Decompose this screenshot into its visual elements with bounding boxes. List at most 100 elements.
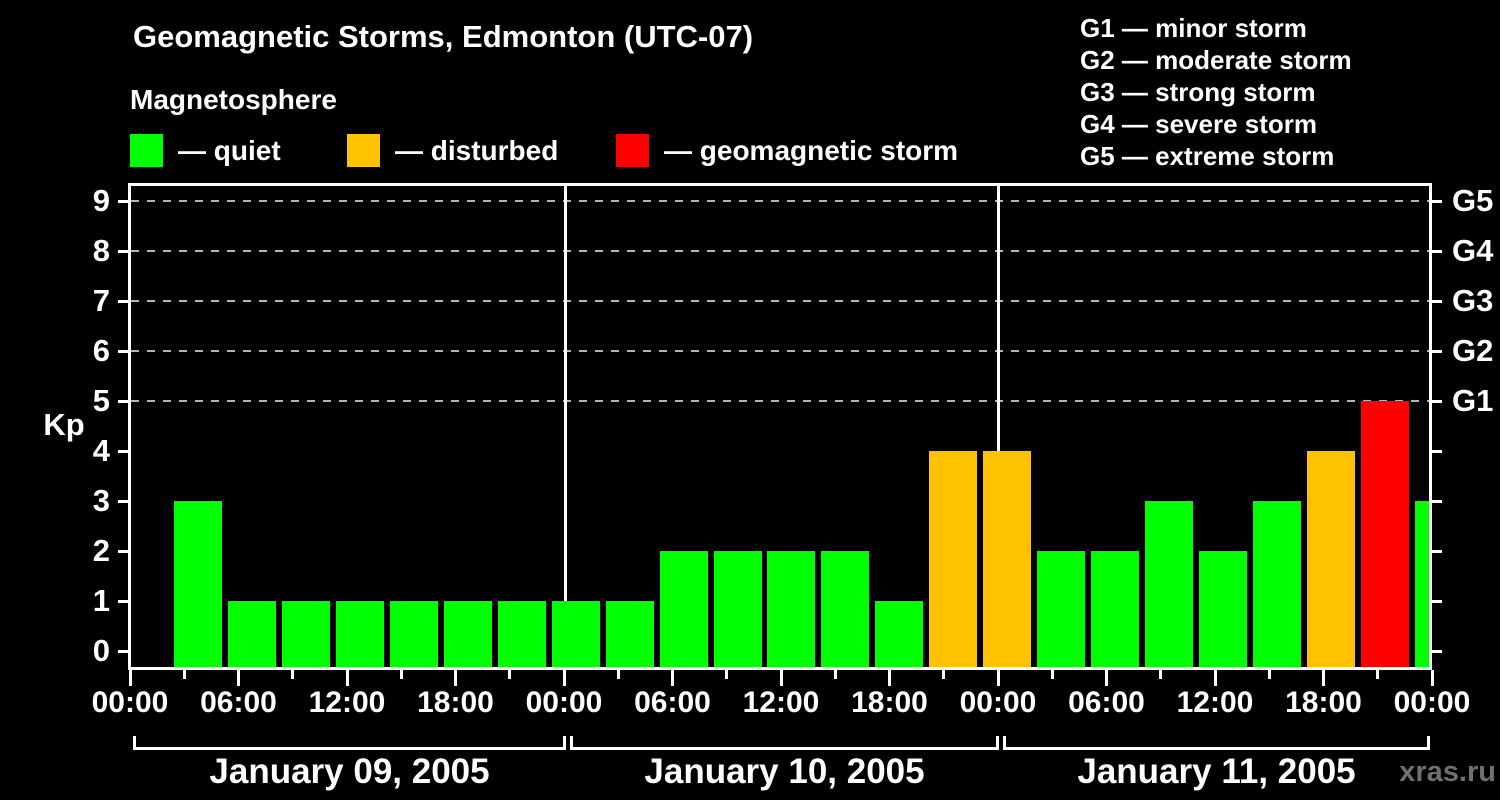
- x-tick-minor: [1376, 670, 1380, 679]
- grid-line: [131, 350, 1429, 352]
- x-tick-major: [128, 670, 132, 686]
- x-tick-label: 06:00: [634, 686, 711, 719]
- kp-bar: [875, 601, 924, 667]
- y-axis-tick: [118, 299, 128, 303]
- y-tick-label: 6: [92, 333, 110, 368]
- right-axis-tick: [1432, 449, 1442, 453]
- x-tick-major: [454, 670, 457, 686]
- x-tick-label: 06:00: [200, 686, 277, 719]
- x-tick-minor: [833, 670, 837, 679]
- kp-bar: [1145, 501, 1194, 667]
- legend-label-quiet: — quiet: [178, 135, 281, 166]
- kp-bar: [1360, 401, 1409, 667]
- kp-bar: [1091, 551, 1140, 667]
- kp-bar: [605, 601, 654, 667]
- right-axis-tick: [1432, 349, 1442, 353]
- kp-bar: [551, 601, 600, 667]
- kp-bar: [281, 601, 330, 667]
- y-axis-tick: [118, 449, 128, 453]
- y-tick-label: 7: [92, 283, 110, 318]
- legend-swatch-quiet: [130, 134, 163, 167]
- kp-bar: [929, 451, 978, 667]
- x-tick-minor: [508, 670, 512, 679]
- grid-line: [131, 250, 1429, 252]
- x-tick-label: 18:00: [851, 686, 928, 719]
- day-date-label: January 10, 2005: [644, 752, 925, 791]
- right-axis-tick: [1432, 399, 1442, 403]
- kp-bar: [389, 601, 438, 667]
- x-tick-minor: [616, 670, 620, 679]
- x-tick-label: 00:00: [525, 686, 603, 719]
- x-tick-label: 00:00: [91, 686, 169, 719]
- x-tick-label: 00:00: [959, 686, 1037, 719]
- g-scale-label: G3: [1452, 283, 1494, 318]
- kp-bar: [713, 551, 762, 667]
- kp-bar: [1306, 451, 1355, 667]
- right-axis-tick: [1432, 649, 1442, 653]
- storm-legend-line: G5 — extreme storm: [1080, 141, 1335, 171]
- y-tick-label: 0: [92, 633, 110, 668]
- x-tick-minor: [1267, 670, 1271, 679]
- legend-label-disturbed: — disturbed: [395, 135, 559, 166]
- kp-bar: [659, 551, 708, 667]
- kp-bar: [335, 601, 384, 667]
- x-tick-major: [671, 670, 674, 686]
- storm-scale-legend: G1 — minor storm G2 — moderate storm G3 — …: [1080, 12, 1352, 172]
- storm-legend-line: G3 — strong storm: [1080, 77, 1316, 107]
- x-tick-major: [779, 670, 783, 686]
- x-tick-label: 18:00: [417, 686, 494, 719]
- g-scale-label: G2: [1452, 333, 1494, 368]
- kp-bar: [174, 501, 222, 667]
- right-axis-tick: [1432, 299, 1442, 303]
- kp-bar: [821, 551, 870, 667]
- kp-bar: [227, 601, 276, 667]
- x-tick-major: [996, 670, 1000, 686]
- right-axis-tick: [1432, 199, 1442, 203]
- y-axis-tick: [118, 349, 128, 353]
- y-axis-tick: [118, 599, 128, 603]
- x-tick-minor: [1159, 670, 1163, 679]
- y-axis-tick: [118, 649, 128, 653]
- day-bracket-tick: [570, 736, 573, 750]
- legend-swatch-disturbed: [347, 134, 380, 167]
- g-scale-label: G4: [1452, 233, 1494, 268]
- y-axis-tick: [118, 249, 128, 253]
- kp-bar: [1199, 551, 1248, 667]
- y-axis-tick: [118, 499, 128, 503]
- storm-legend-line: G4 — severe storm: [1080, 109, 1318, 139]
- grid-line: [131, 300, 1429, 302]
- right-axis-tick: [1432, 249, 1442, 253]
- x-tick-minor: [1050, 670, 1054, 679]
- g-scale-label: G5: [1452, 183, 1494, 218]
- y-tick-label: 8: [92, 233, 110, 268]
- day-bracket-tick: [133, 736, 136, 750]
- y-tick-label: 3: [92, 483, 110, 518]
- day-bracket-tick: [996, 736, 999, 750]
- chart-title: Geomagnetic Storms, Edmonton (UTC-07): [133, 19, 754, 54]
- right-axis-tick: [1432, 499, 1442, 503]
- x-tick-minor: [399, 670, 403, 679]
- day-bracket-line: [570, 747, 999, 750]
- day-bracket-tick: [1427, 736, 1430, 750]
- y-axis-tick: [118, 399, 128, 403]
- y-tick-label: 1: [92, 583, 110, 618]
- y-tick-label: 5: [92, 383, 110, 418]
- kp-bar: [767, 551, 816, 667]
- day-date-label: January 11, 2005: [1077, 752, 1356, 791]
- x-tick-major: [888, 670, 891, 686]
- x-tick-major: [562, 670, 566, 686]
- x-tick-label: 06:00: [1068, 686, 1145, 719]
- x-tick-minor: [291, 670, 295, 679]
- y-axis-tick: [118, 549, 128, 553]
- chart-subtitle: Magnetosphere: [130, 84, 337, 115]
- right-axis-tick: [1432, 549, 1442, 553]
- storm-legend-line: G1 — minor storm: [1080, 13, 1307, 43]
- y-axis-title: Kp: [43, 407, 85, 442]
- x-tick-label: 12:00: [308, 686, 386, 719]
- storm-legend-line: G2 — moderate storm: [1080, 45, 1352, 75]
- day-bracket-line: [133, 747, 566, 750]
- legend-label-storm: — geomagnetic storm: [664, 135, 959, 166]
- x-tick-major: [1322, 670, 1325, 686]
- grid-line: [131, 400, 1429, 402]
- kp-bar: [1253, 501, 1301, 667]
